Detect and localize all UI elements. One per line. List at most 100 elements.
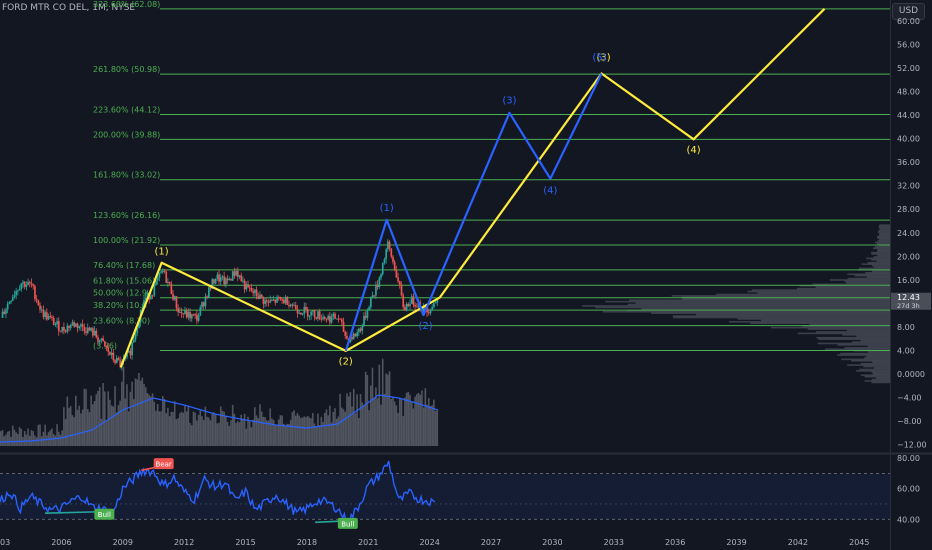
volume-bar: [194, 412, 196, 446]
candle-body: [86, 327, 89, 333]
candle-body: [56, 321, 58, 324]
candle-body: [197, 315, 200, 321]
price-axis-tick: 24.00: [897, 229, 920, 238]
candle-body: [10, 301, 12, 303]
volume-bar: [313, 423, 316, 446]
volume-bar: [221, 410, 224, 446]
volume-profile-bar: [641, 308, 890, 310]
volume-bar: [427, 398, 430, 446]
candle-body: [436, 300, 439, 303]
volume-bar: [429, 406, 432, 446]
volume-bar: [405, 392, 408, 446]
candle-body: [190, 314, 193, 319]
volume-profile-bar: [841, 358, 890, 361]
candle-body: [402, 295, 405, 308]
candle-body: [119, 360, 122, 367]
volume-bar: [390, 398, 393, 446]
candle-body: [39, 305, 41, 310]
candle-body: [81, 324, 84, 328]
candle-body: [80, 324, 82, 327]
candle-body: [165, 271, 168, 283]
volume-profile-bar: [840, 352, 890, 355]
volume-profile-bar: [871, 371, 890, 374]
volume-bar: [177, 418, 179, 446]
candle-body: [346, 335, 348, 339]
candle-body: [117, 357, 120, 361]
volume-bar: [150, 396, 152, 446]
candle-body: [132, 339, 135, 343]
volume-bar: [364, 371, 367, 446]
volume-profile-bar: [846, 282, 890, 284]
candle-body: [213, 279, 215, 284]
volume-profile-bar: [867, 351, 890, 353]
currency-button[interactable]: USD: [892, 3, 925, 20]
volume-bar: [23, 431, 26, 446]
candle-body: [271, 300, 273, 302]
volume-bar: [3, 436, 6, 446]
candle-body: [240, 275, 243, 282]
candle-body: [248, 287, 251, 289]
volume-bar: [339, 393, 341, 446]
volume-bar: [407, 391, 410, 446]
volume-profile-bar: [866, 257, 890, 260]
volume-profile-bar: [870, 251, 890, 254]
candle-body: [294, 305, 297, 310]
volume-bar: [361, 402, 364, 446]
volume-profile-bar: [818, 338, 890, 340]
candle-body: [23, 281, 26, 287]
volume-profile-bar: [860, 374, 890, 377]
candle-body: [369, 298, 372, 308]
candle-body: [340, 319, 343, 322]
volume-bar: [197, 414, 200, 446]
candle-body: [11, 297, 14, 302]
volume-bar: [223, 411, 225, 446]
volume-profile-bar: [878, 234, 890, 237]
candle-body: [393, 261, 396, 270]
price-axis-tick: 52.00: [897, 64, 920, 73]
price-axis-tick: −12.00: [897, 440, 927, 449]
volume-profile-bar: [807, 328, 890, 330]
candle-body: [109, 351, 111, 355]
volume-profile-bar: [860, 362, 890, 365]
candle-body: [330, 316, 333, 323]
volume-profile-bar: [871, 381, 890, 384]
volume-bar: [160, 411, 162, 446]
candle-body: [344, 331, 347, 336]
volume-profile-bar: [873, 367, 890, 369]
volume-profile-bar: [865, 271, 890, 274]
candle-body: [110, 352, 113, 355]
candle-body: [59, 331, 62, 333]
price-axis-tick: 8.00: [897, 323, 915, 332]
candle-body: [397, 277, 399, 282]
candle-body: [284, 296, 287, 304]
candle-body: [371, 295, 374, 299]
candle-body: [254, 289, 256, 293]
volume-bar: [260, 411, 263, 446]
candle-body: [170, 283, 173, 294]
volume-bar: [209, 420, 212, 446]
volume-profile-bar: [879, 233, 890, 235]
elliott-waves: (1) (2) (3) (4) (5) (1) (2) (3) (4) (5): [119, 0, 848, 368]
volume-profile: [581, 224, 890, 384]
volume-profile-bar: [859, 368, 890, 371]
candle-body: [40, 309, 43, 311]
candle-body: [144, 297, 147, 301]
volume-bar: [141, 377, 144, 446]
time-axis-tick: 2018: [297, 538, 317, 547]
candle-body: [363, 315, 365, 326]
volume-bar: [315, 426, 318, 446]
candle-body: [416, 306, 418, 308]
candle-body: [63, 327, 65, 331]
volume-bar: [398, 398, 401, 446]
price-axis-tick: 40.00: [897, 135, 920, 144]
volume-bar: [274, 424, 277, 446]
candle-body: [260, 294, 263, 298]
candle-body: [219, 277, 222, 282]
candle-body: [342, 321, 345, 332]
price-axis-tick: −4.00: [897, 393, 922, 402]
candle-body: [177, 308, 180, 313]
candle-body: [322, 317, 324, 319]
volume-profile-bar: [877, 250, 890, 252]
volume-bar: [121, 381, 123, 446]
